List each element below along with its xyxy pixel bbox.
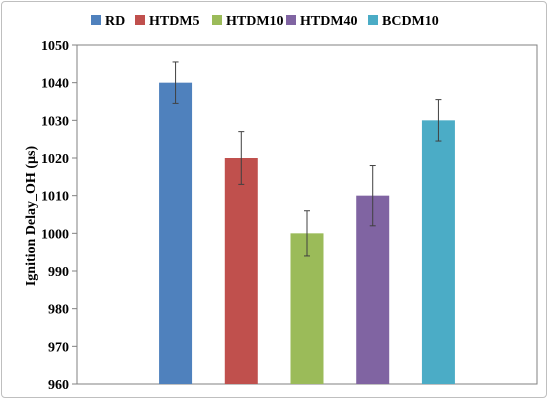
legend-label-htdm10: HTDM10 xyxy=(226,14,284,29)
bar-htdm5 xyxy=(224,158,258,384)
y-tick-label: 990 xyxy=(48,265,69,280)
y-tick-label: 970 xyxy=(48,340,69,355)
bar-bcdm10 xyxy=(421,120,455,384)
legend-swatch-htdm40 xyxy=(286,15,296,25)
y-tick-label: 1000 xyxy=(41,227,69,242)
y-tick-label: 1010 xyxy=(41,190,69,205)
y-tick-label: 1040 xyxy=(41,77,69,92)
legend-label-bcdm10: BCDM10 xyxy=(382,14,439,29)
bar-htdm10 xyxy=(290,233,324,384)
legend-label-htdm40: HTDM40 xyxy=(300,14,358,29)
legend-swatch-rd xyxy=(91,15,101,25)
y-tick-label: 960 xyxy=(48,378,69,393)
y-tick-label: 980 xyxy=(48,303,69,318)
chart-frame: RD HTDM5 HTDM10 HTDM40 BCDM10 Ignition Delay… xyxy=(1,1,547,398)
legend: RD HTDM5 HTDM10 HTDM40 BCDM10 xyxy=(91,14,439,29)
bar-rd xyxy=(159,82,193,385)
y-tick-label: 1020 xyxy=(41,152,69,167)
plot-area: 960 970 980 990 1000 1010 1020 1030 1040 1050 xyxy=(41,39,538,393)
legend-label-rd: RD xyxy=(105,14,125,29)
y-axis-title: Ignition Delay_OH (µs) xyxy=(24,146,39,287)
legend-label-htdm5: HTDM5 xyxy=(149,14,200,29)
y-tick-label: 1050 xyxy=(41,39,69,54)
legend-swatch-htdm10 xyxy=(212,15,222,25)
legend-swatch-bcdm10 xyxy=(368,15,378,25)
y-tick-label: 1030 xyxy=(41,114,69,129)
bar-htdm40 xyxy=(356,195,390,384)
legend-swatch-htdm5 xyxy=(135,15,145,25)
